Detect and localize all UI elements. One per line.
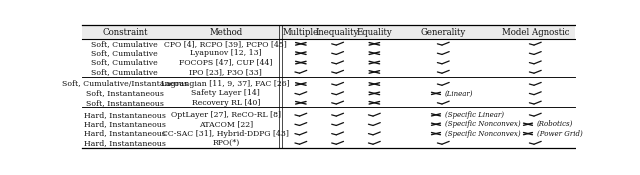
Text: (Linear): (Linear): [445, 89, 474, 97]
Text: Soft, Cumulative: Soft, Cumulative: [92, 68, 158, 76]
Text: Hard, Instantaneous: Hard, Instantaneous: [84, 120, 166, 128]
Text: (Specific Nonconvex): (Specific Nonconvex): [445, 130, 520, 138]
Text: Generality: Generality: [420, 28, 466, 37]
Text: Constraint: Constraint: [102, 28, 148, 37]
Bar: [83, 25, 575, 39]
Text: FOCOPS [47], CUP [44]: FOCOPS [47], CUP [44]: [179, 59, 273, 66]
Text: Recovery RL [40]: Recovery RL [40]: [191, 99, 260, 107]
Text: OptLayer [27], ReCO-RL [8]: OptLayer [27], ReCO-RL [8]: [171, 111, 281, 119]
Text: Lagrangian [11, 9, 37], FAC [26]: Lagrangian [11, 9, 37], FAC [26]: [161, 80, 290, 88]
Text: Hard, Instantaneous: Hard, Instantaneous: [84, 139, 166, 147]
Text: ATACOM [22]: ATACOM [22]: [198, 120, 253, 128]
Text: Soft, Cumulative: Soft, Cumulative: [92, 59, 158, 66]
Text: Soft, Instantaneous: Soft, Instantaneous: [86, 99, 164, 107]
Text: CPO [4], RCPO [39], PCPO [45]: CPO [4], RCPO [39], PCPO [45]: [164, 40, 287, 48]
Text: IPO [23], P3O [33]: IPO [23], P3O [33]: [189, 68, 262, 76]
Text: (Specific Linear): (Specific Linear): [445, 111, 504, 119]
Text: (Power Grid): (Power Grid): [537, 130, 582, 138]
Text: Soft, Instantaneous: Soft, Instantaneous: [86, 89, 164, 97]
Text: Method: Method: [209, 28, 243, 37]
Text: Model Agnostic: Model Agnostic: [502, 28, 569, 37]
Text: CC-SAC [31], Hybrid-DDPG [43]: CC-SAC [31], Hybrid-DDPG [43]: [163, 130, 289, 138]
Text: RPO(*): RPO(*): [212, 139, 239, 147]
Text: Soft, Cumulative/Instantaneous: Soft, Cumulative/Instantaneous: [62, 80, 188, 88]
Text: (Specific Nonconvex): (Specific Nonconvex): [445, 120, 520, 128]
Text: Hard, Instantaneous: Hard, Instantaneous: [84, 111, 166, 119]
Text: Safety Layer [14]: Safety Layer [14]: [191, 89, 260, 97]
Text: (Robotics): (Robotics): [537, 120, 573, 128]
Text: Multiple: Multiple: [283, 28, 319, 37]
Text: Hard, Instantaneous: Hard, Instantaneous: [84, 130, 166, 138]
Text: Equality: Equality: [356, 28, 392, 37]
Text: Soft, Cumulative: Soft, Cumulative: [92, 49, 158, 57]
Text: Soft, Cumulative: Soft, Cumulative: [92, 40, 158, 48]
Text: Lyapunov [12, 13]: Lyapunov [12, 13]: [190, 49, 262, 57]
Text: Inequality: Inequality: [316, 28, 359, 37]
